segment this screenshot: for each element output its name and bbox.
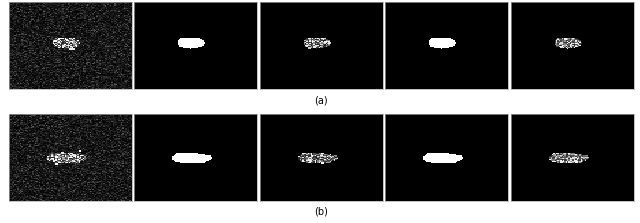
Text: (b): (b) [314,207,328,217]
Text: (a): (a) [314,95,328,105]
